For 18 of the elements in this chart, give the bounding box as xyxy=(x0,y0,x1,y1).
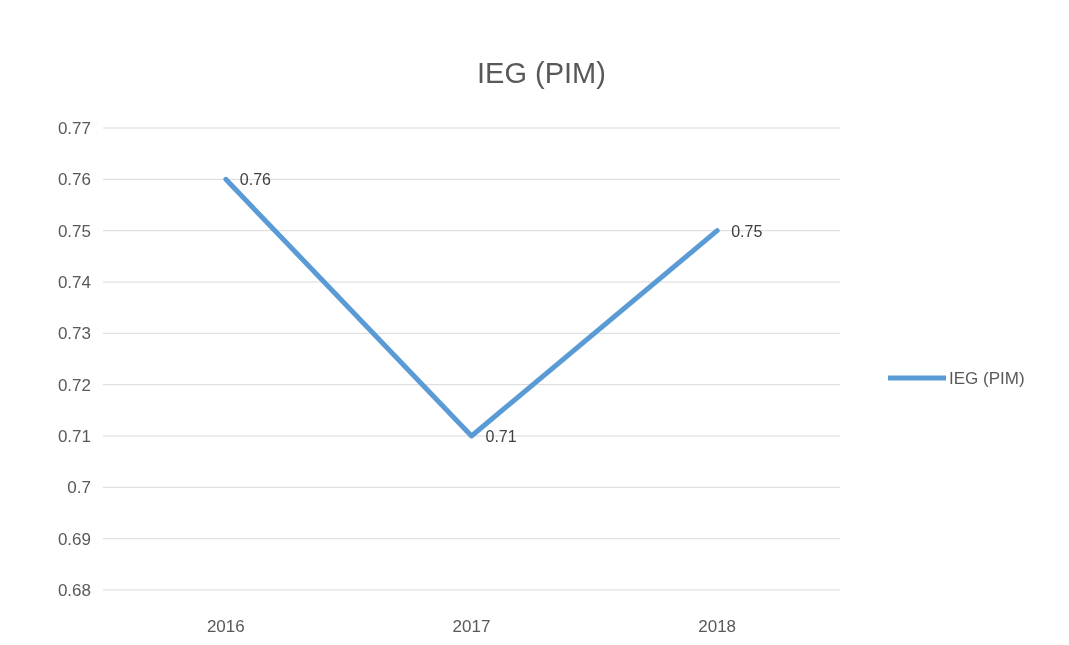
y-tick-label: 0.69 xyxy=(57,529,91,549)
y-tick-label: 0.68 xyxy=(57,581,91,600)
y-tick-label: 0.72 xyxy=(57,375,91,395)
y-tick-label: 0.77 xyxy=(57,119,91,138)
y-tick-label: 0.76 xyxy=(57,170,91,190)
y-tick-label: 0.7 xyxy=(67,478,91,498)
x-tick-label: 2016 xyxy=(206,617,245,636)
data-label: 0.75 xyxy=(731,222,763,240)
legend-label: IEG (PIM) xyxy=(949,369,1025,388)
y-tick-label: 0.71 xyxy=(57,427,91,446)
data-label: 0.71 xyxy=(485,428,517,445)
chart-title: IEG (PIM) xyxy=(477,57,606,89)
y-tick-label: 0.75 xyxy=(57,221,91,241)
y-tick-label: 0.74 xyxy=(57,273,91,292)
x-tick-label: 2018 xyxy=(698,617,737,636)
data-label: 0.76 xyxy=(239,171,272,189)
y-tick-label: 0.73 xyxy=(57,324,91,344)
x-tick-label: 2017 xyxy=(452,617,491,636)
